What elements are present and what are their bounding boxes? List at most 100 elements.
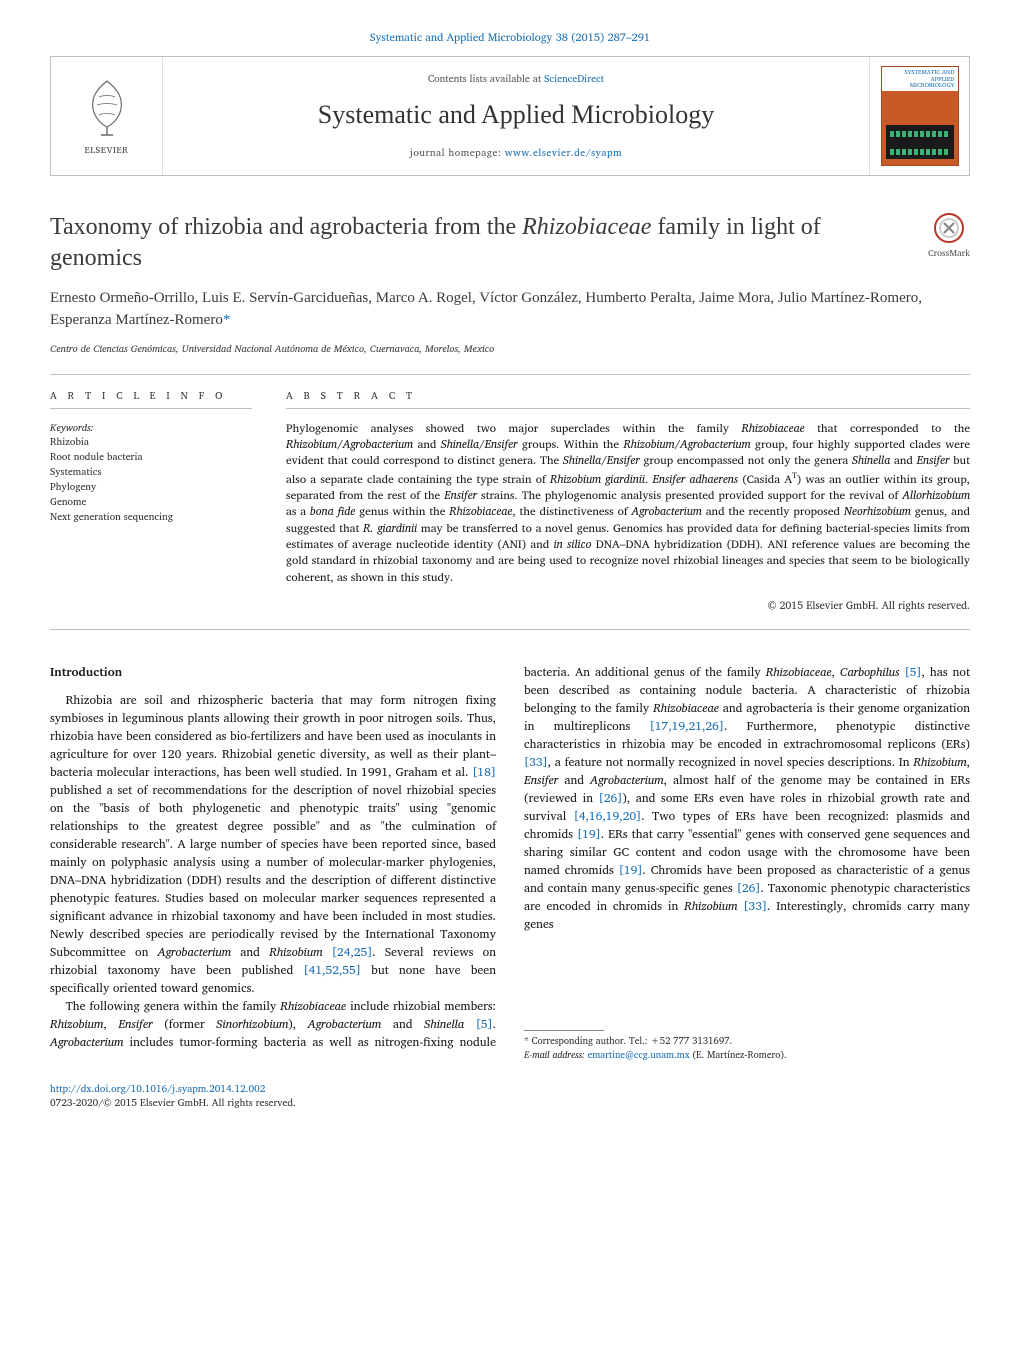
body-two-column: Introduction Rhizobia are soil and rhizo… xyxy=(50,664,970,1064)
keywords-list: Rhizobia Root nodule bacteria Systematic… xyxy=(50,435,252,525)
body-ital: Ensifer xyxy=(524,771,558,790)
title-pre: Taxonomy of rhizobia and agrobacteria fr… xyxy=(50,214,522,240)
body-ital: Rhizobiaceae xyxy=(766,663,832,682)
citation-link[interactable]: [19] xyxy=(577,825,601,844)
body-ital: Agrobacterium xyxy=(308,1015,381,1034)
article-info-column: a r t i c l e i n f o Keywords: Rhizobia… xyxy=(50,389,252,613)
paragraph: Rhizobia are soil and rhizospheric bacte… xyxy=(50,692,496,998)
body-text: and xyxy=(381,1015,424,1034)
email-who: (E. Martínez-Romero). xyxy=(690,1048,787,1063)
journal-cover-thumbnail: SYSTEMATIC AND APPLIED MICROBIOLOGY xyxy=(881,66,959,166)
affiliation: Centro de Ciencias Genómicas, Universida… xyxy=(50,342,970,357)
body-text: . xyxy=(493,1015,496,1034)
title-ital: Rhizobiaceae xyxy=(522,214,651,240)
citation-link[interactable]: [5] xyxy=(476,1015,493,1034)
citation-link[interactable]: [33] xyxy=(743,897,767,916)
article-info-head: a r t i c l e i n f o xyxy=(50,389,252,409)
body-text: include rhizobial members: xyxy=(346,997,496,1016)
body-ital: Shinella xyxy=(424,1015,464,1034)
body-text: published a set of recommendations for t… xyxy=(50,781,496,962)
citation-link[interactable]: [26] xyxy=(737,879,761,898)
email-label: E-mail address: xyxy=(524,1048,588,1063)
elsevier-tree-icon xyxy=(77,75,137,141)
author-list: Ernesto Ormeño-Orrillo, Luis E. Servín-G… xyxy=(50,288,970,332)
crossmark-icon xyxy=(933,212,965,244)
body-ital: Sinorhizobium xyxy=(216,1015,288,1034)
cover-head-text: SYSTEMATIC AND APPLIED MICROBIOLOGY xyxy=(882,67,958,91)
citation-link[interactable]: [26] xyxy=(599,789,623,808)
email-footnote: E-mail address: emartine@ccg.unam.mx (E.… xyxy=(524,1049,970,1063)
top-journal-link[interactable]: Systematic and Applied Microbiology 38 (… xyxy=(370,28,650,46)
citation-link[interactable]: [19] xyxy=(619,861,643,880)
homepage-prefix: journal homepage: xyxy=(410,145,505,161)
abstract-copyright: © 2015 Elsevier GmbH. All rights reserve… xyxy=(286,598,970,613)
corresponding-marker: * xyxy=(223,312,231,328)
keywords-label: Keywords: xyxy=(50,421,252,436)
body-text: The following genera within the family xyxy=(66,997,281,1016)
body-ital: Rhizobium xyxy=(269,943,322,962)
article-title: Taxonomy of rhizobia and agrobacteria fr… xyxy=(50,212,912,274)
citation-link[interactable]: [24,25] xyxy=(332,943,373,962)
citation-link[interactable]: [18] xyxy=(472,763,496,782)
corresponding-author-footnote: * Corresponding author. Tel.: +52 777 31… xyxy=(524,1035,970,1049)
contents-prefix: Contents lists available at xyxy=(428,71,544,87)
body-text xyxy=(464,1015,476,1034)
body-ital: Agrobacterium xyxy=(158,943,231,962)
body-text: Rhizobia are soil and rhizospheric bacte… xyxy=(50,691,496,782)
body-ital: Rhizobiaceae xyxy=(280,997,346,1016)
body-ital: Carbophilus xyxy=(840,663,900,682)
issn-copyright: 0723-2020/© 2015 Elsevier GmbH. All righ… xyxy=(50,1096,970,1111)
keyword-item: Rhizobia xyxy=(50,435,252,450)
footnote-rule xyxy=(524,1030,604,1031)
cover-body-art xyxy=(886,125,954,159)
body-text: , xyxy=(103,1015,118,1034)
body-text: , xyxy=(832,663,840,682)
footnotes: * Corresponding author. Tel.: +52 777 31… xyxy=(524,1030,970,1064)
body-ital: Rhizobium xyxy=(50,1015,103,1034)
top-journal-citation: Systematic and Applied Microbiology 38 (… xyxy=(50,30,970,46)
crossmark-label: CrossMark xyxy=(928,246,970,259)
masthead-center: Contents lists available at ScienceDirec… xyxy=(163,57,869,175)
body-ital: Rhizobium xyxy=(913,753,966,772)
citation-link[interactable]: [4,16,19,20] xyxy=(574,807,642,826)
crossmark-badge[interactable]: CrossMark xyxy=(928,212,970,259)
publisher-name: ELSEVIER xyxy=(77,143,137,156)
abstract-text: Phylogenomic analyses showed two major s… xyxy=(286,421,970,586)
authors-text: Ernesto Ormeño-Orrillo, Luis E. Servín-G… xyxy=(50,290,922,328)
section-heading-introduction: Introduction xyxy=(50,664,496,682)
journal-homepage-link[interactable]: www.elsevier.de/syapm xyxy=(505,145,622,161)
homepage-line: journal homepage: www.elsevier.de/syapm xyxy=(410,146,622,161)
body-ital: Ensifer xyxy=(118,1015,152,1034)
body-text: ), xyxy=(288,1015,308,1034)
body-text xyxy=(323,943,332,962)
keyword-item: Root nodule bacteria xyxy=(50,450,252,465)
cover-cell: SYSTEMATIC AND APPLIED MICROBIOLOGY xyxy=(869,57,969,175)
keyword-item: Systematics xyxy=(50,465,252,480)
citation-link[interactable]: [5] xyxy=(905,663,922,682)
body-text: and xyxy=(558,771,590,790)
publisher-logo-cell: ELSEVIER xyxy=(51,57,163,175)
body-text: , xyxy=(967,753,970,772)
citation-link[interactable]: [33] xyxy=(524,753,548,772)
body-ital: Rhizobiaceae xyxy=(653,699,719,718)
abstract-head: a b s t r a c t xyxy=(286,389,970,409)
citation-link[interactable]: [17,19,21,26] xyxy=(650,717,724,736)
body-ital: Agrobacterium xyxy=(590,771,663,790)
journal-masthead: ELSEVIER Contents lists available at Sci… xyxy=(50,56,970,176)
info-abstract-row: a r t i c l e i n f o Keywords: Rhizobia… xyxy=(50,375,970,629)
journal-title: Systematic and Applied Microbiology xyxy=(318,96,714,134)
sciencedirect-link[interactable]: ScienceDirect xyxy=(544,71,604,87)
keyword-item: Phylogeny xyxy=(50,480,252,495)
contents-line: Contents lists available at ScienceDirec… xyxy=(428,72,604,87)
body-text: (former xyxy=(153,1015,217,1034)
page-footer: http://dx.doi.org/10.1016/j.syapm.2014.1… xyxy=(50,1082,970,1111)
keyword-item: Genome xyxy=(50,495,252,510)
abstract-column: a b s t r a c t Phylogenomic analyses sh… xyxy=(286,389,970,613)
body-text: and xyxy=(231,943,269,962)
citation-link[interactable]: [41,52,55] xyxy=(303,961,360,980)
body-ital: Rhizobium xyxy=(684,897,737,916)
title-row: Taxonomy of rhizobia and agrobacteria fr… xyxy=(50,212,970,274)
body-text: , a feature not normally recognized in n… xyxy=(548,753,914,772)
corresponding-email-link[interactable]: emartine@ccg.unam.mx xyxy=(588,1048,690,1063)
body-ital: Agrobacterium xyxy=(50,1033,123,1052)
